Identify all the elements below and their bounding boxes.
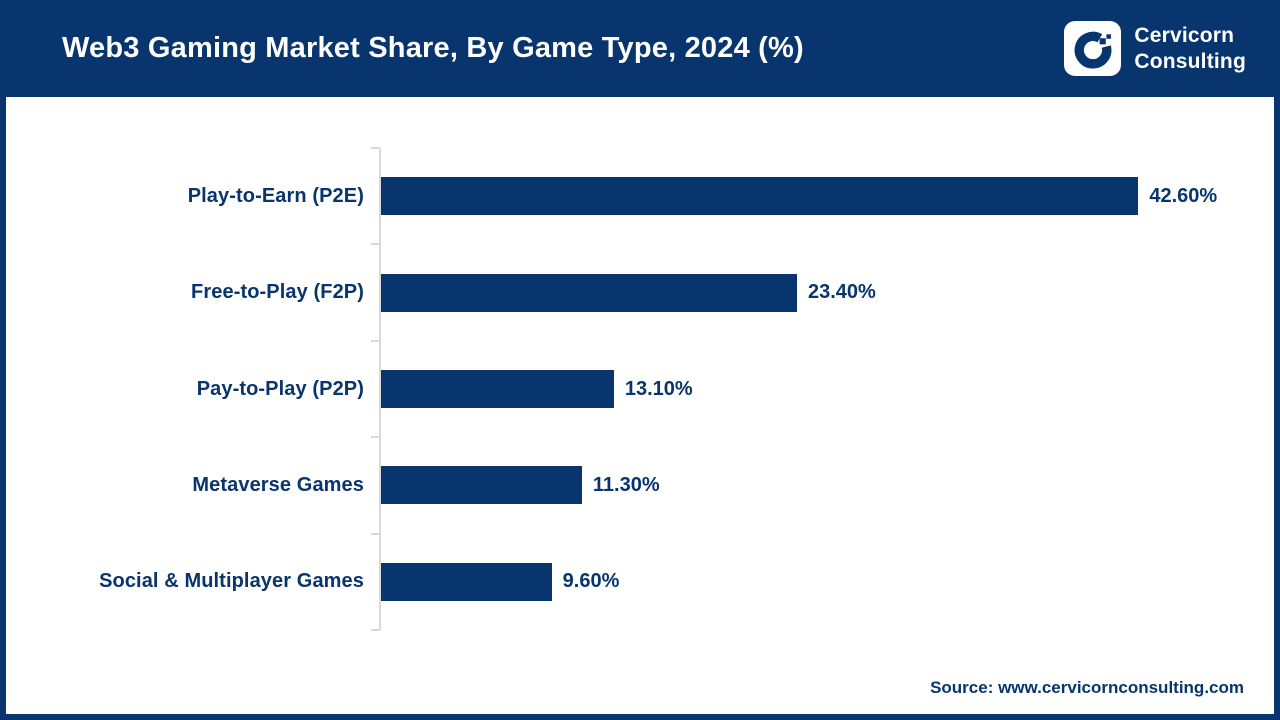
brand-name-line2: Consulting [1134, 49, 1246, 73]
bar-row: Metaverse Games 11.30% [6, 437, 1274, 533]
value-label: 11.30% [592, 473, 660, 496]
category-label: Pay-to-Play (P2P) [196, 377, 364, 400]
bar-row: Pay-to-Play (P2P) 13.10% [6, 341, 1274, 437]
bar [381, 466, 582, 505]
cervicorn-c-icon [1074, 31, 1112, 68]
brand-name: Cervicorn Consulting [1134, 23, 1246, 75]
bar-row: Play-to-Earn (P2E) 42.60% [6, 148, 1274, 244]
axis-tick [371, 436, 380, 439]
bar [381, 370, 614, 409]
axis-tick [371, 629, 380, 631]
category-label: Free-to-Play (F2P) [191, 281, 364, 304]
bar [381, 273, 797, 312]
brand-logo-icon [1064, 21, 1122, 76]
axis-tick [371, 532, 380, 535]
brand-name-line1: Cervicorn [1134, 23, 1235, 47]
value-label: 13.10% [624, 377, 693, 400]
header-bar: Web3 Gaming Market Share, By Game Type, … [6, 0, 1274, 97]
category-label: Social & Multiplayer Games [99, 570, 364, 593]
bar [381, 562, 552, 601]
axis-tick [371, 243, 380, 246]
y-axis [379, 148, 381, 630]
value-label: 42.60% [1149, 184, 1218, 207]
axis-tick [371, 339, 380, 342]
value-label: 23.40% [808, 281, 876, 304]
category-label: Play-to-Earn (P2E) [187, 184, 364, 207]
bar-rows: Play-to-Earn (P2E) 42.60% Free-to-Play (F2… [6, 148, 1274, 630]
bar-row: Social & Multiplayer Games 9.60% [6, 534, 1274, 630]
value-label: 9.60% [562, 570, 620, 593]
bar-row: Free-to-Play (F2P) 23.40% [6, 244, 1274, 340]
axis-tick [371, 147, 380, 149]
category-label: Metaverse Games [192, 473, 364, 496]
bar [381, 177, 1139, 216]
source-note: Source: www.cervicornconsulting.com [930, 678, 1244, 697]
chart-title: Web3 Gaming Market Share, By Game Type, … [62, 32, 804, 64]
brand-logo: Cervicorn Consulting [1064, 21, 1246, 76]
